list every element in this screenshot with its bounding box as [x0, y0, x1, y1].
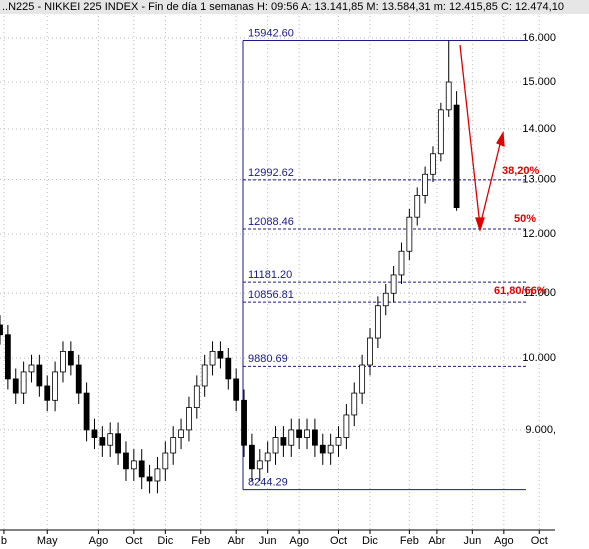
x-tick-label: Jun [463, 535, 481, 547]
candle-body [256, 460, 263, 470]
x-tick-label: b [1, 535, 7, 547]
level-label: 12088.46 [248, 216, 294, 228]
candle-body [241, 399, 247, 446]
candle-body [146, 476, 153, 482]
arrow-head [496, 130, 505, 148]
candle-body [217, 350, 224, 359]
arrow-head [475, 217, 485, 233]
arrow-path [459, 44, 503, 227]
candle-body [186, 407, 192, 431]
x-tick-label: Oct [531, 535, 548, 547]
y-tick-label: 15.000 [522, 76, 556, 88]
candle-body [280, 437, 287, 446]
candle-body [178, 429, 184, 438]
candle-body [288, 429, 295, 446]
x-tick-label: Oct [330, 535, 347, 547]
y-tick-label: 9.000, [525, 424, 556, 436]
candle-body [107, 433, 114, 446]
annotation: 61,80/66% [494, 285, 547, 297]
candle-body [414, 194, 421, 218]
candle-body [304, 429, 310, 438]
y-tick-label: 10.000 [522, 352, 556, 364]
y-tick-label: 16.000 [522, 32, 556, 44]
level-label: 15942.60 [248, 27, 294, 39]
candle-body [12, 378, 19, 394]
candle-body [311, 429, 318, 446]
x-tick-label: Ago [89, 535, 109, 547]
x-tick-label: Dic [362, 535, 378, 547]
candle-body [20, 371, 27, 394]
x-tick-label: Ago [289, 535, 309, 547]
candle-body [453, 104, 460, 209]
x-tick-label: Jun [259, 535, 277, 547]
level-label: 8244.29 [248, 477, 288, 489]
candle-body [398, 250, 405, 276]
candle-body [382, 292, 389, 307]
candle-body [193, 385, 200, 408]
candle-body [60, 350, 66, 373]
candle-body [390, 274, 397, 294]
x-tick-label: Feb [400, 535, 419, 547]
candle-body [264, 452, 271, 462]
candle-body [201, 364, 208, 387]
candle-body [335, 437, 342, 446]
level-label: 12992.62 [248, 167, 294, 179]
x-tick-label: Ago [494, 535, 514, 547]
x-tick-label: Dic [157, 535, 173, 547]
candle-body [367, 337, 373, 366]
candle-body [91, 429, 98, 438]
level-label: 10856.81 [248, 289, 294, 301]
y-tick-label: 13.000 [522, 173, 556, 185]
candle-body [162, 452, 169, 470]
candle-body [319, 444, 326, 454]
candle-body [83, 392, 90, 431]
candle-body [406, 216, 413, 252]
header-bar [0, 0, 589, 14]
x-tick-label: Oct [125, 535, 142, 547]
level-label: 11181.20 [248, 269, 292, 281]
arrows [459, 44, 505, 233]
candle-body [36, 364, 43, 387]
candle-body [272, 437, 279, 454]
x-tick-label: Abr [428, 535, 445, 547]
candle-body [52, 371, 59, 401]
candle-body [123, 452, 129, 470]
candle-body [99, 437, 106, 446]
candle-body [296, 429, 303, 438]
annotation: 38,20% [502, 165, 540, 177]
candle-body [209, 350, 216, 366]
candle-body [138, 460, 145, 478]
candle-body [374, 305, 381, 339]
candle-body [28, 364, 35, 373]
x-tick-label: Feb [191, 535, 210, 547]
candle-body [130, 460, 137, 470]
candle-body [154, 468, 161, 482]
x-tick-label: May [37, 535, 58, 547]
candle-body [437, 109, 444, 155]
candle-body [0, 324, 3, 336]
y-tick-label: 12.000 [522, 228, 556, 240]
x-tick-label: Abr [228, 535, 245, 547]
candle-body [170, 437, 177, 454]
candle-body [343, 414, 350, 438]
candle-body [44, 385, 51, 401]
candle-body [351, 392, 358, 416]
candle-body [445, 81, 452, 111]
candle-body [327, 444, 334, 454]
candle-body [249, 444, 255, 470]
candle-body [4, 334, 11, 380]
annotation: 50% [514, 213, 536, 225]
candle-body [67, 350, 74, 366]
candle-body [430, 153, 436, 175]
candle-body [225, 357, 232, 380]
candle-body [233, 378, 240, 401]
level-label: 9880.69 [248, 353, 288, 365]
candle-body [359, 364, 366, 394]
candle-body [422, 173, 429, 196]
y-tick-label: 11.000 [523, 287, 556, 299]
chart-title: ..N225 - NIKKEI 225 INDEX - Fin de día 1… [2, 1, 564, 13]
candle-body [115, 433, 121, 454]
candle-body [75, 364, 82, 394]
